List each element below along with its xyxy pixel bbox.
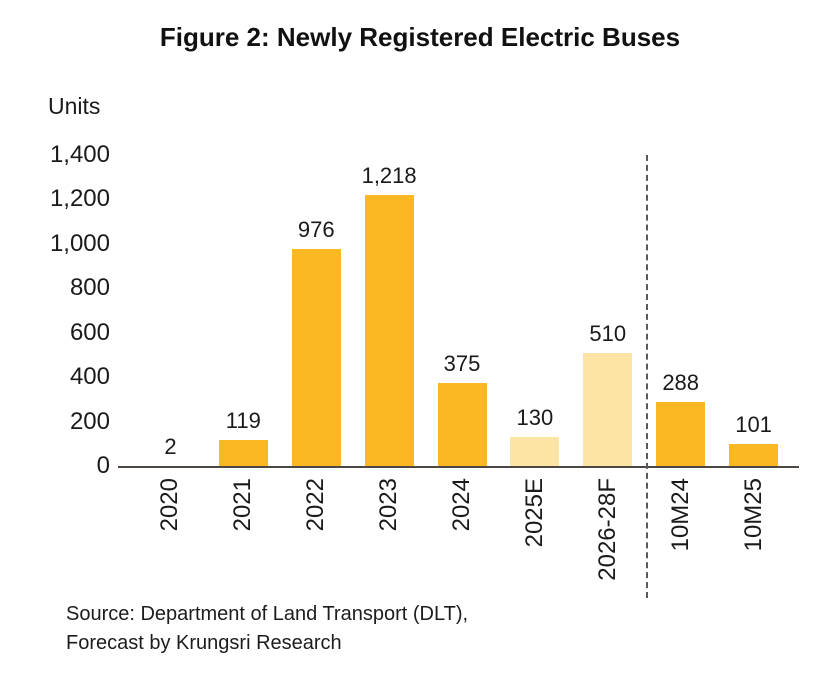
value-label: 375 (443, 350, 481, 376)
y-tick-label: 1,400 (49, 141, 110, 168)
category-label-2025E: 2025E (520, 478, 548, 548)
value-label: 976 (297, 217, 335, 243)
category-label-2023: 2023 (375, 478, 403, 532)
category-label-2022: 2022 (302, 478, 330, 532)
value-label: 119 (225, 407, 261, 433)
bar-slot-10M24: 288 (644, 155, 717, 466)
category-label-10M24: 10M24 (666, 478, 694, 552)
x-label-slot: 2022 (280, 478, 353, 606)
y-tick-label: 200 (69, 407, 110, 435)
value-label: 2 (164, 433, 177, 459)
x-label-slot: 10M24 (644, 478, 717, 606)
y-tick-label: 600 (69, 318, 110, 346)
bar-2025E (510, 437, 560, 466)
x-label-slot: 2023 (353, 478, 426, 606)
x-label-slot: 2021 (207, 478, 280, 606)
source-line-1: Source: Department of Land Transport (DL… (66, 603, 469, 625)
chart-title: Figure 2: Newly Registered Electric Buse… (159, 22, 681, 52)
x-label-slot: 2020 (134, 478, 207, 606)
value-label: 1,218 (361, 163, 417, 189)
bar-slot-2022: 976 (280, 155, 353, 466)
category-label-2021: 2021 (229, 478, 257, 532)
source-note: Source: Department of Land Transport (DL… (66, 600, 468, 658)
category-label-10M25: 10M25 (739, 478, 767, 552)
value-label: 510 (589, 320, 627, 346)
bar-slot-2021: 119 (207, 155, 280, 466)
bar-slot-2026-28F: 510 (571, 155, 644, 466)
y-tick-label: 1,200 (49, 185, 110, 213)
category-label-2020: 2020 (156, 478, 184, 532)
bar-slot-2024: 375 (426, 155, 499, 466)
y-tick-label: 400 (69, 363, 110, 391)
bar-10M25 (729, 443, 779, 466)
bar-slot-2023: 1,218 (353, 155, 426, 466)
category-label-2026-28F: 2026-28F (593, 478, 621, 581)
source-line-2: Forecast by Krungsri Research (66, 632, 342, 654)
x-label-slot: 2025E (498, 478, 571, 606)
x-axis-line (118, 466, 799, 468)
plot-area: 2 119 976 1,218 375 130 510 288 101 (134, 155, 790, 466)
bar-slot-2020: 2 (134, 155, 207, 466)
value-label: 130 (516, 405, 554, 431)
bar-2023 (364, 195, 414, 466)
bar-slot-10M25: 101 (717, 155, 790, 466)
forecast-separator-line (646, 155, 649, 598)
value-label: 288 (662, 370, 700, 396)
bar-2024 (437, 382, 487, 466)
bar-2026-28F (583, 352, 633, 466)
bar-slot-2025E: 130 (498, 155, 571, 466)
y-tick-label: 0 (96, 452, 110, 479)
category-label-2024: 2024 (448, 478, 475, 532)
x-label-slot: 2024 (426, 478, 499, 606)
bar-10M24 (656, 402, 706, 466)
value-label: 101 (735, 411, 772, 437)
y-axis-title: Units (48, 93, 101, 119)
y-tick-label: 1,000 (49, 229, 110, 257)
bar-2022 (291, 249, 341, 466)
bar-2021 (218, 439, 268, 466)
y-tick-label: 800 (69, 274, 110, 302)
y-axis-tick-labels: 0 200 400 600 800 1,000 1,200 1,400 (0, 0, 110, 686)
x-label-slot: 2026-28F (571, 478, 644, 606)
x-label-slot: 10M25 (717, 478, 790, 606)
x-axis-category-labels: 2020 2021 2022 2023 2024 2025E 2026-28F 10M24 10… (134, 478, 790, 606)
